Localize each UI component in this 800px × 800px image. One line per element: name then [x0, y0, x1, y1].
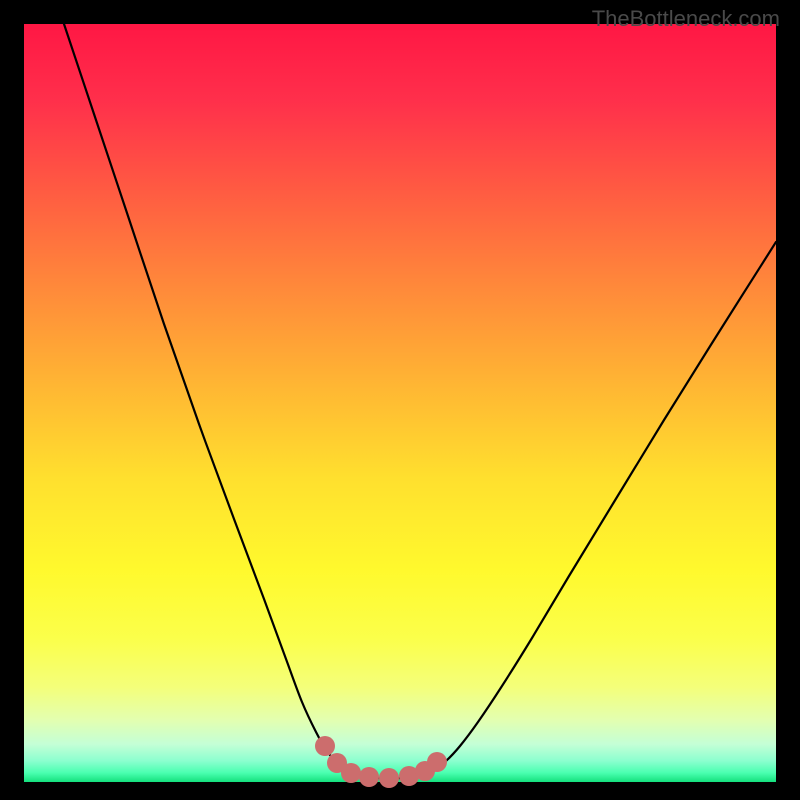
marker-dot: [427, 752, 447, 772]
stage: { "canvas": { "width": 800, "height": 80…: [0, 0, 800, 800]
marker-dot: [379, 768, 399, 788]
marker-dot: [359, 767, 379, 787]
marker-dot: [341, 763, 361, 783]
watermark-text: TheBottleneck.com: [592, 6, 780, 32]
plot-area: [24, 24, 776, 782]
markers-layer: [24, 24, 776, 782]
